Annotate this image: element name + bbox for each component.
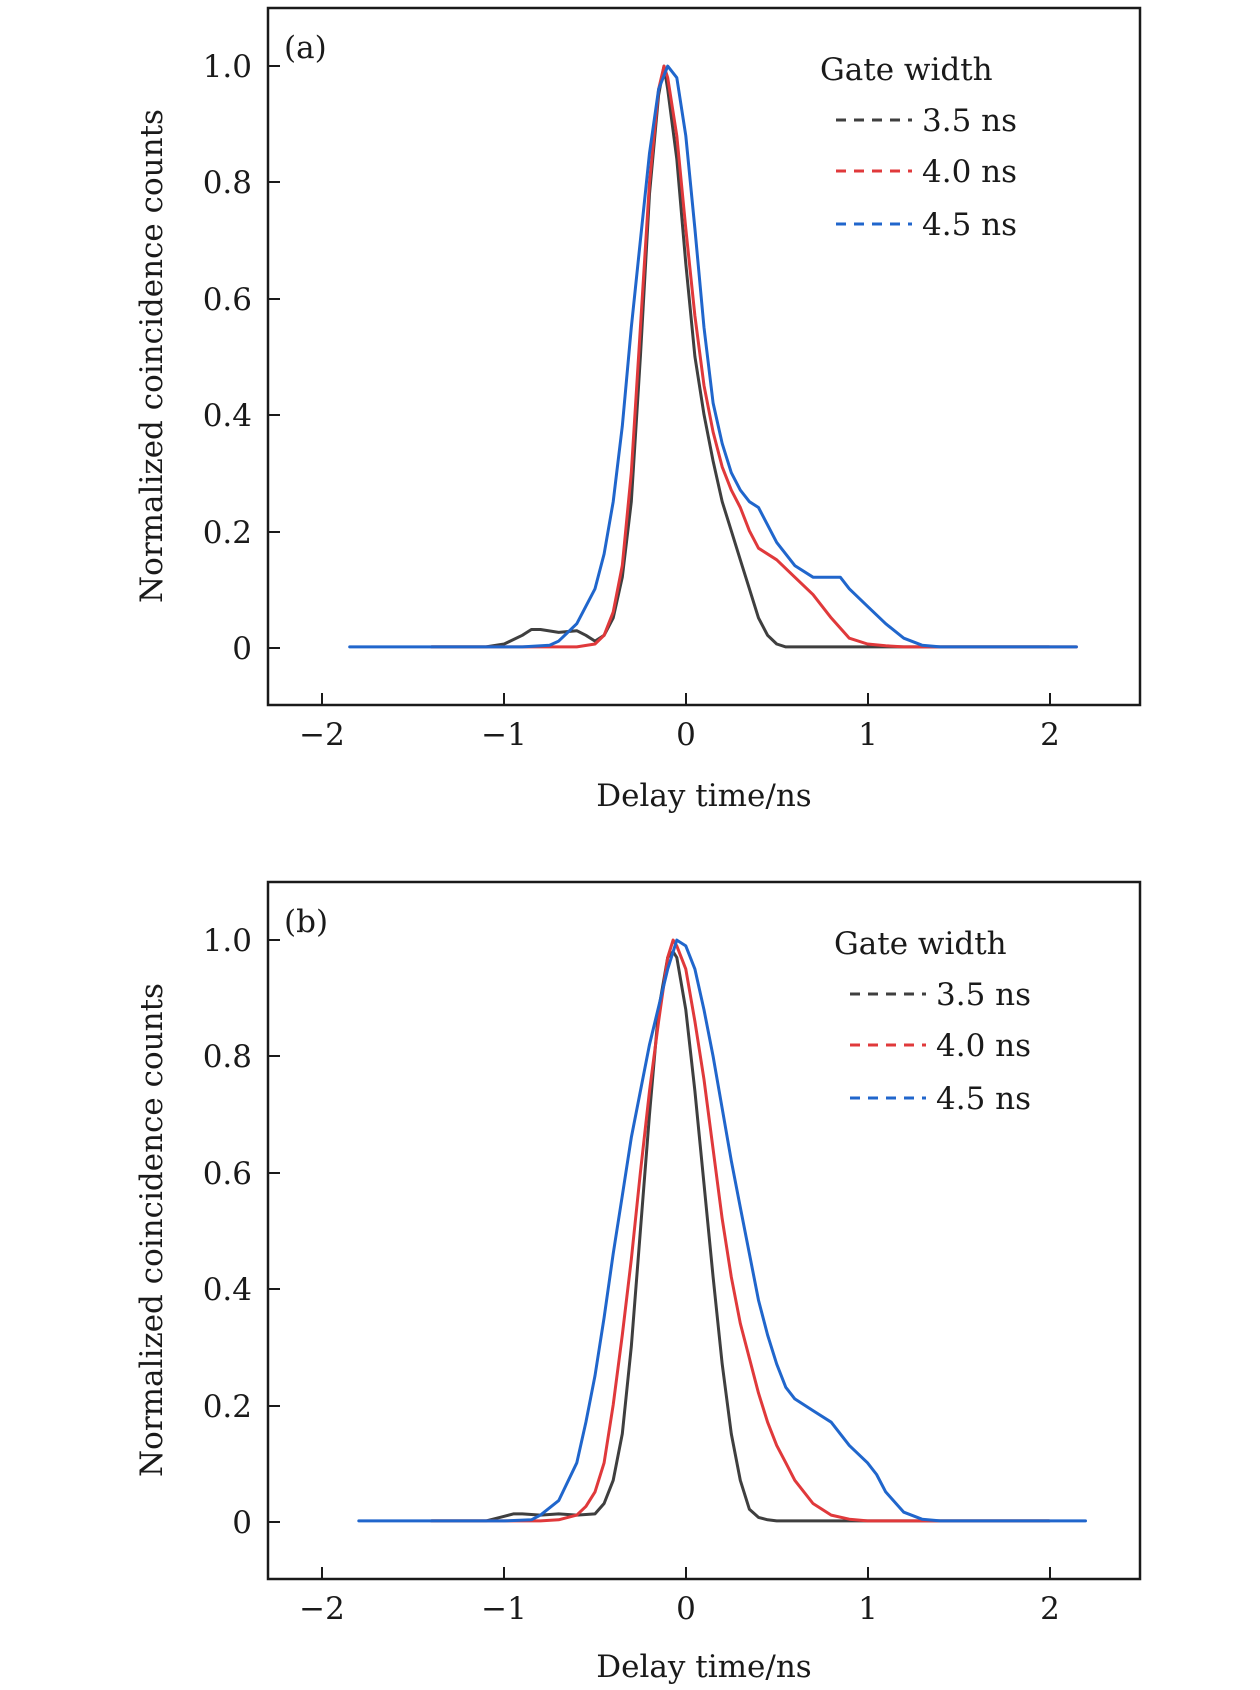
x-tick-label: −2 xyxy=(299,1591,345,1627)
series-line-4-5-ns xyxy=(348,64,1078,649)
series-layer xyxy=(348,64,1078,649)
series-layer xyxy=(357,938,1087,1523)
x-tick: −1 xyxy=(481,1567,527,1627)
panel-label: (b) xyxy=(284,904,328,940)
legend-label: 4.5 ns xyxy=(922,207,1017,243)
y-tick: 0.2 xyxy=(203,515,280,551)
y-tick-label: 0.4 xyxy=(203,1272,252,1308)
series-line-4-5-ns xyxy=(357,938,1087,1523)
x-tick: −2 xyxy=(299,693,345,753)
legend-label: 4.0 ns xyxy=(922,154,1017,190)
y-tick-label: 0.2 xyxy=(203,1389,252,1425)
y-axis: 0 0.2 0.4 0.6 0.8 1.0 xyxy=(203,923,280,1541)
x-axis: −2 −1 0 1 2 xyxy=(299,693,1060,753)
y-tick: 0.4 xyxy=(203,1272,280,1308)
x-tick-label: 0 xyxy=(676,1591,696,1627)
x-axis-title: Delay time/ns xyxy=(596,778,811,814)
legend: Gate width 3.5 ns 4.0 ns 4.5 ns xyxy=(820,52,1017,243)
y-tick-label: 0.6 xyxy=(203,282,252,318)
legend-item: 4.0 ns xyxy=(850,1028,1031,1064)
x-tick: −2 xyxy=(299,1567,345,1627)
y-axis: 0 0.2 0.4 0.6 0.8 1.0 xyxy=(203,49,280,667)
series-line-4-0-ns xyxy=(430,64,1078,649)
x-tick-label: −1 xyxy=(481,1591,527,1627)
legend-item: 4.5 ns xyxy=(850,1081,1031,1117)
y-tick-label: 0 xyxy=(232,1505,252,1541)
y-tick-label: 0.8 xyxy=(203,1039,252,1075)
y-tick: 0.4 xyxy=(203,398,280,434)
x-tick: −1 xyxy=(481,693,527,753)
x-axis-title: Delay time/ns xyxy=(596,1649,811,1685)
y-tick: 0 xyxy=(232,1505,280,1541)
x-tick: 1 xyxy=(858,693,878,753)
y-tick: 1.0 xyxy=(203,923,280,959)
y-tick: 0.6 xyxy=(203,282,280,318)
legend-label: 4.5 ns xyxy=(936,1081,1031,1117)
plot-frame xyxy=(266,880,1142,1581)
x-tick-label: −1 xyxy=(481,717,527,753)
y-tick-label: 0.4 xyxy=(203,398,252,434)
x-tick-label: 0 xyxy=(676,717,696,753)
panel-a: (a) 0 0.2 0.4 0.6 0.8 1.0 −2 −1 0 1 2 De… xyxy=(134,6,1142,814)
legend-label: 3.5 ns xyxy=(936,977,1031,1013)
x-tick: 2 xyxy=(1040,1567,1060,1627)
legend-item: 4.0 ns xyxy=(836,154,1017,190)
y-tick-label: 1.0 xyxy=(203,923,252,959)
y-tick-label: 1.0 xyxy=(203,49,252,85)
legend-item: 3.5 ns xyxy=(850,977,1031,1013)
legend-label: 3.5 ns xyxy=(922,103,1017,139)
y-tick: 0.8 xyxy=(203,165,280,201)
legend-label: 4.0 ns xyxy=(936,1028,1031,1064)
series-line-4-0-ns xyxy=(430,938,1051,1523)
legend: Gate width 3.5 ns 4.0 ns 4.5 ns xyxy=(834,926,1031,1117)
y-tick: 0.2 xyxy=(203,1389,280,1425)
x-tick-label: 1 xyxy=(858,1591,878,1627)
x-tick: 0 xyxy=(676,693,696,753)
y-tick-label: 0.6 xyxy=(203,1156,252,1192)
legend-title: Gate width xyxy=(820,52,993,88)
x-axis: −2 −1 0 1 2 xyxy=(299,1567,1060,1627)
y-tick: 0 xyxy=(232,631,280,667)
x-tick: 1 xyxy=(858,1567,878,1627)
panel-b: (b) 0 0.2 0.4 0.6 0.8 1.0 −2 −1 0 1 2 De… xyxy=(134,880,1142,1685)
panel-label: (a) xyxy=(284,30,327,66)
y-tick: 0.6 xyxy=(203,1156,280,1192)
x-tick: 2 xyxy=(1040,693,1060,753)
legend-item: 4.5 ns xyxy=(836,207,1017,243)
y-tick-label: 0 xyxy=(232,631,252,667)
y-tick: 0.8 xyxy=(203,1039,280,1075)
x-tick-label: 1 xyxy=(858,717,878,753)
x-tick-label: 2 xyxy=(1040,717,1060,753)
x-tick: 0 xyxy=(676,1567,696,1627)
legend-title: Gate width xyxy=(834,926,1007,962)
plot-frame xyxy=(266,6,1142,707)
y-axis-title: Normalized coincidence counts xyxy=(134,109,170,603)
y-tick-label: 0.2 xyxy=(203,515,252,551)
x-tick-label: 2 xyxy=(1040,1591,1060,1627)
x-tick-label: −2 xyxy=(299,717,345,753)
y-tick: 1.0 xyxy=(203,49,280,85)
y-axis-title: Normalized coincidence counts xyxy=(134,983,170,1477)
legend-item: 3.5 ns xyxy=(836,103,1017,139)
y-tick-label: 0.8 xyxy=(203,165,252,201)
